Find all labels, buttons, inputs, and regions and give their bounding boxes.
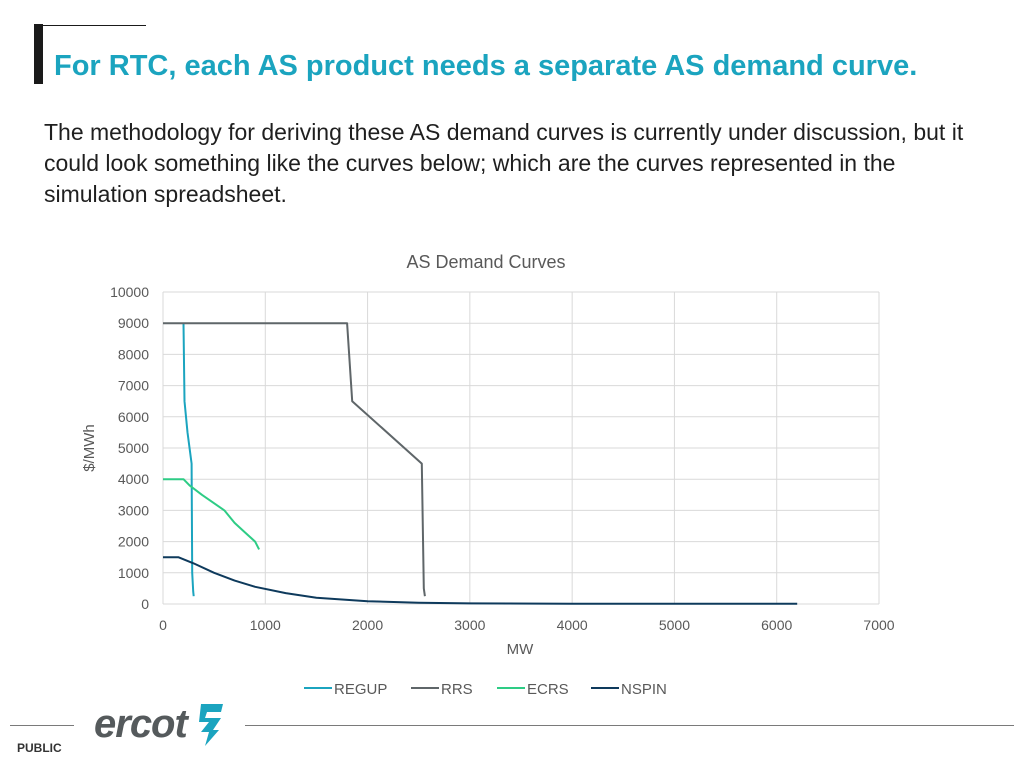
x-tick-label: 2000 — [352, 617, 383, 633]
logo-wordmark: ercot — [94, 701, 188, 746]
y-tick-label: 0 — [141, 596, 149, 612]
x-tick-label: 1000 — [250, 617, 281, 633]
ercot-logo: ercot — [94, 700, 231, 748]
legend-label-ecrs: ECRS — [527, 681, 569, 698]
footer-divider-left — [10, 725, 74, 726]
chart-title: AS Demand Curves — [406, 252, 565, 272]
x-tick-label: 0 — [159, 617, 167, 633]
x-tick-label: 5000 — [659, 617, 690, 633]
y-tick-label: 6000 — [118, 409, 149, 425]
x-tick-label: 7000 — [863, 617, 894, 633]
x-tick-label: 3000 — [454, 617, 485, 633]
y-axis-label: $/MWh — [81, 424, 98, 472]
y-tick-label: 10000 — [110, 284, 149, 300]
y-tick-label: 1000 — [118, 565, 149, 581]
slide-title: For RTC, each AS product needs a separat… — [54, 50, 918, 82]
x-tick-label: 4000 — [557, 617, 588, 633]
y-tick-label: 7000 — [118, 378, 149, 394]
y-tick-label: 9000 — [118, 315, 149, 331]
x-tick-label: 6000 — [761, 617, 792, 633]
title-accent-bar — [34, 24, 43, 84]
y-tick-label: 5000 — [118, 440, 149, 456]
series-line-nspin — [163, 556, 798, 605]
title-accent-rule — [34, 25, 146, 26]
y-tick-label: 3000 — [118, 502, 149, 518]
legend-label-rrs: RRS — [441, 681, 473, 698]
legend-label-nspin: NSPIN — [621, 681, 667, 698]
series-line-ecrs — [163, 478, 260, 550]
y-tick-label: 2000 — [118, 534, 149, 550]
logo-mark-icon — [198, 704, 223, 746]
y-tick-label: 4000 — [118, 471, 149, 487]
footer-divider-right — [245, 725, 1014, 726]
x-axis-label: MW — [507, 641, 534, 658]
as-demand-curves-chart: 0 1000 2000 3000 4000 5000 6000 7000 8000 9000 100… — [0, 240, 1024, 710]
chart-canvas: 0 1000 2000 3000 4000 5000 6000 7000 8000 9000 100… — [81, 252, 895, 698]
y-tick-label: 8000 — [118, 346, 149, 362]
series-line-rrs — [163, 322, 426, 597]
series-line-regup — [182, 323, 195, 597]
classification-label: PUBLIC — [17, 741, 62, 755]
body-paragraph: The methodology for deriving these AS de… — [44, 119, 964, 207]
legend-label-regup: REGUP — [334, 681, 387, 698]
